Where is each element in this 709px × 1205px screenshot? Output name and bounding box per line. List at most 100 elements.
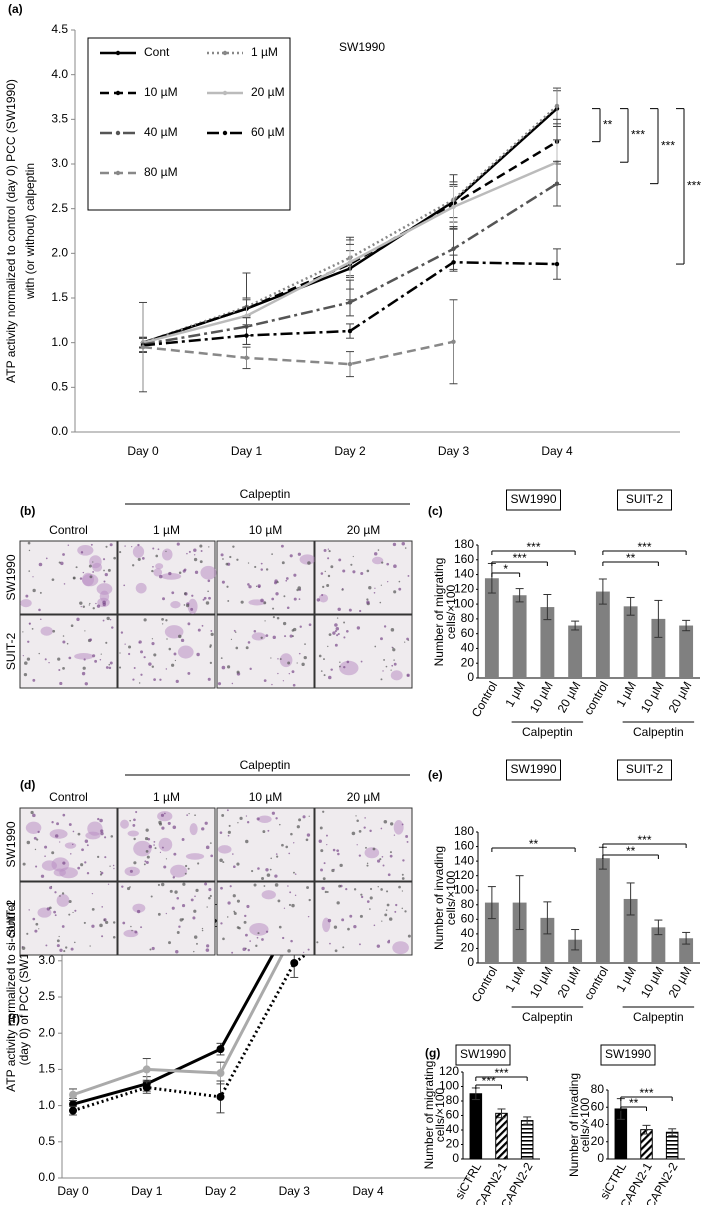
cell [80,863,84,867]
cell [398,587,402,591]
cell [84,861,87,864]
cell [79,577,83,580]
cell [327,574,331,578]
cell [187,671,191,675]
cell [178,571,182,575]
y-axis-label: cells/×100 [578,1097,592,1152]
cell [255,585,258,588]
cell [356,819,359,822]
x-tick-label: Day 3 [279,1184,311,1198]
cell-cluster [364,847,380,859]
cell [141,557,145,560]
y-tick-label: 0 [467,670,474,684]
cell [26,657,31,661]
cell [380,584,382,586]
cell [360,571,364,576]
cell [246,904,250,909]
y-axis-label: ATP activity normalized to control (day … [4,79,18,383]
y-tick-label: 180 [454,824,474,838]
cell [246,821,250,824]
cell [272,607,275,610]
cell [339,665,341,668]
cell [254,565,257,569]
cell [296,662,298,664]
cell [91,907,95,911]
cell [51,821,54,824]
cell [54,914,57,917]
cell [407,934,411,938]
group-title: SW1990 [510,492,556,506]
cell [281,561,285,565]
cell [383,819,388,824]
cell [89,638,93,642]
cell-cluster [49,829,68,839]
cell [145,850,149,853]
cell [161,617,164,621]
cell [62,666,65,670]
cell [174,659,177,662]
cell [143,656,146,659]
cell [206,944,210,948]
cell [328,675,332,680]
group-box [506,489,561,511]
cell [326,843,328,846]
y-tick-label: 20 [461,655,475,669]
cell [270,657,272,659]
x-tick-label: Day 0 [127,444,159,458]
cell [62,813,66,817]
cell-cluster [339,660,359,676]
point [347,260,353,265]
cell [200,550,203,552]
cell-cluster [393,820,404,835]
bar [484,902,499,963]
bar [568,939,583,963]
cell-cluster [56,894,70,907]
cell [74,909,77,912]
cell [205,948,210,952]
column-label: 10 µM [249,790,283,804]
treatment-label: Calpeptin [240,487,291,501]
cell [162,597,165,601]
point [216,1045,225,1054]
cell [326,891,329,894]
cell [291,670,295,674]
cell [217,682,222,686]
point [244,333,249,338]
cell [260,562,263,565]
cell [401,907,404,910]
cell [105,666,109,669]
bar [484,578,499,678]
cell [373,592,376,594]
cell [32,678,36,682]
y-tick-label: 0.0 [51,424,68,438]
legend-marker [115,170,121,176]
cell [260,598,264,603]
cell-cluster [299,554,316,565]
cell [393,659,395,661]
cell [346,629,349,633]
cell [226,585,229,588]
cell-cluster [87,821,103,836]
bar [665,1131,679,1160]
cell [393,590,397,594]
cell [334,630,337,633]
x-tick-label: Day 0 [57,1184,89,1198]
x-tick-label: Day 4 [352,1184,384,1198]
bar [540,607,555,678]
cell [128,652,131,656]
y-tick-label: 160 [454,839,474,853]
cell-cluster [158,837,173,852]
cell [379,858,382,861]
cell [393,564,397,569]
cell-cluster [161,572,182,580]
legend-label: 1 µM [251,45,278,59]
y-tick-label: 20 [446,1137,460,1151]
cell [100,653,102,655]
column-label: Control [49,790,88,804]
cell [380,637,383,641]
cell [248,585,252,589]
cell [352,555,354,558]
cell [266,873,271,877]
cell [32,813,36,818]
cell [276,581,279,584]
